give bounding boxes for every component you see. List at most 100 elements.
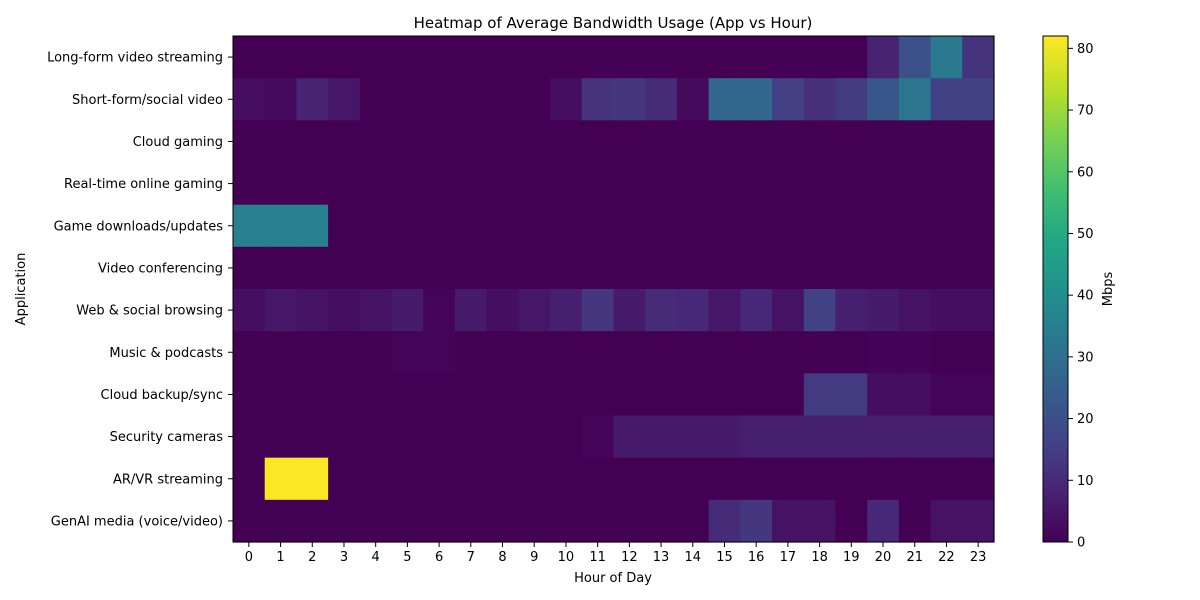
heatmap-cell xyxy=(772,204,805,248)
heatmap-cell xyxy=(264,499,298,543)
heatmap-cell xyxy=(708,331,741,374)
heatmap-cell xyxy=(676,457,710,501)
heatmap-cell xyxy=(550,331,583,374)
heatmap-cell xyxy=(454,246,488,290)
heatmap-cell xyxy=(486,246,519,290)
heatmap-cell xyxy=(835,204,868,248)
heatmap-cell xyxy=(423,415,456,459)
heatmap-cell xyxy=(898,499,932,543)
heatmap-cell xyxy=(708,289,741,332)
heatmap-cell xyxy=(454,162,488,206)
heatmap-cell xyxy=(676,331,710,374)
heatmap-cell xyxy=(835,457,868,501)
y-tick-label: Video conferencing xyxy=(98,261,223,276)
heatmap-cell xyxy=(803,373,837,417)
heatmap-cell xyxy=(518,162,551,206)
heatmap-cell xyxy=(740,246,773,290)
heatmap-cell xyxy=(486,120,519,164)
heatmap-cell xyxy=(930,162,963,206)
heatmap-cells xyxy=(233,36,995,543)
y-axis-ticks: Long-form video streaming Short-form/soci… xyxy=(47,51,233,529)
heatmap-cell xyxy=(423,162,456,206)
heatmap-cell xyxy=(264,331,298,374)
colorbar-tick-label: 60 xyxy=(1077,165,1094,180)
heatmap-cell xyxy=(898,120,932,164)
heatmap-cell xyxy=(518,415,551,459)
heatmap-cell xyxy=(645,289,678,332)
heatmap-cell xyxy=(296,331,329,374)
heatmap-cell xyxy=(550,415,583,459)
heatmap-cell xyxy=(962,204,995,248)
heatmap-cell xyxy=(867,120,900,164)
heatmap-cell xyxy=(550,289,583,332)
colorbar-tick-label: 0 xyxy=(1077,536,1085,551)
heatmap-cell xyxy=(550,246,583,290)
heatmap-cell xyxy=(740,78,773,121)
heatmap-cell xyxy=(803,120,837,164)
heatmap-cell xyxy=(676,78,710,121)
heatmap-cell xyxy=(835,78,868,121)
heatmap-cell xyxy=(740,289,773,332)
heatmap-cell xyxy=(550,204,583,248)
heatmap-cell xyxy=(518,457,551,501)
heatmap-cell xyxy=(613,162,646,206)
y-tick-label: Web & social browsing xyxy=(76,304,223,319)
x-tick-label: 14 xyxy=(684,550,701,565)
heatmap-cell xyxy=(359,499,393,543)
heatmap-cell xyxy=(233,457,266,501)
heatmap-cell xyxy=(867,499,900,543)
heatmap-cell xyxy=(708,246,741,290)
heatmap-cell xyxy=(708,162,741,206)
heatmap-cell xyxy=(708,120,741,164)
heatmap-cell xyxy=(962,120,995,164)
colorbar-tick-label: 10 xyxy=(1077,474,1094,489)
x-tick-label: 0 xyxy=(245,550,253,565)
heatmap-cell xyxy=(867,78,900,121)
heatmap-cell xyxy=(581,120,615,164)
heatmap-cell xyxy=(328,78,361,121)
heatmap-cell xyxy=(359,289,393,332)
heatmap-cell xyxy=(613,78,646,121)
x-tick-label: 23 xyxy=(970,550,987,565)
heatmap-cell xyxy=(740,373,773,417)
x-tick-label: 15 xyxy=(716,550,733,565)
heatmap-cell xyxy=(359,246,393,290)
heatmap-cell xyxy=(296,457,329,501)
heatmap-cell xyxy=(454,78,488,121)
heatmap-cell xyxy=(867,289,900,332)
heatmap-cell xyxy=(486,457,519,501)
x-tick-label: 13 xyxy=(653,550,670,565)
heatmap-cell xyxy=(391,415,424,459)
heatmap-cell xyxy=(803,246,837,290)
heatmap-cell xyxy=(898,78,932,121)
heatmap-cell xyxy=(391,457,424,501)
heatmap-cell xyxy=(740,415,773,459)
heatmap-cell xyxy=(676,246,710,290)
y-tick-label: Game downloads/updates xyxy=(54,219,224,234)
heatmap-cell xyxy=(676,415,710,459)
heatmap-cell xyxy=(835,415,868,459)
heatmap-cell xyxy=(930,331,963,374)
heatmap-cell xyxy=(581,162,615,206)
heatmap-cell xyxy=(264,457,298,501)
heatmap-cell xyxy=(867,246,900,290)
heatmap-cell xyxy=(233,162,266,206)
heatmap-cell xyxy=(930,415,963,459)
x-axis-ticks: 0 1 2 3 4 5 6 7 8 9 10 11 12 13 14 15 16 17 18 19 20 21 22 23 xyxy=(245,542,987,565)
heatmap-cell xyxy=(454,373,488,417)
heatmap-cell xyxy=(740,36,773,79)
heatmap-cell xyxy=(550,457,583,501)
heatmap-cell xyxy=(328,204,361,248)
heatmap-cell xyxy=(264,415,298,459)
heatmap-cell xyxy=(676,499,710,543)
heatmap-cell xyxy=(518,246,551,290)
heatmap-cell xyxy=(740,499,773,543)
heatmap-cell xyxy=(708,373,741,417)
x-tick-label: 12 xyxy=(621,550,638,565)
heatmap-cell xyxy=(581,36,615,79)
heatmap-cell xyxy=(740,204,773,248)
heatmap-cell xyxy=(772,373,805,417)
x-tick-label: 4 xyxy=(372,550,380,565)
heatmap-cell xyxy=(613,289,646,332)
heatmap-cell xyxy=(708,78,741,121)
